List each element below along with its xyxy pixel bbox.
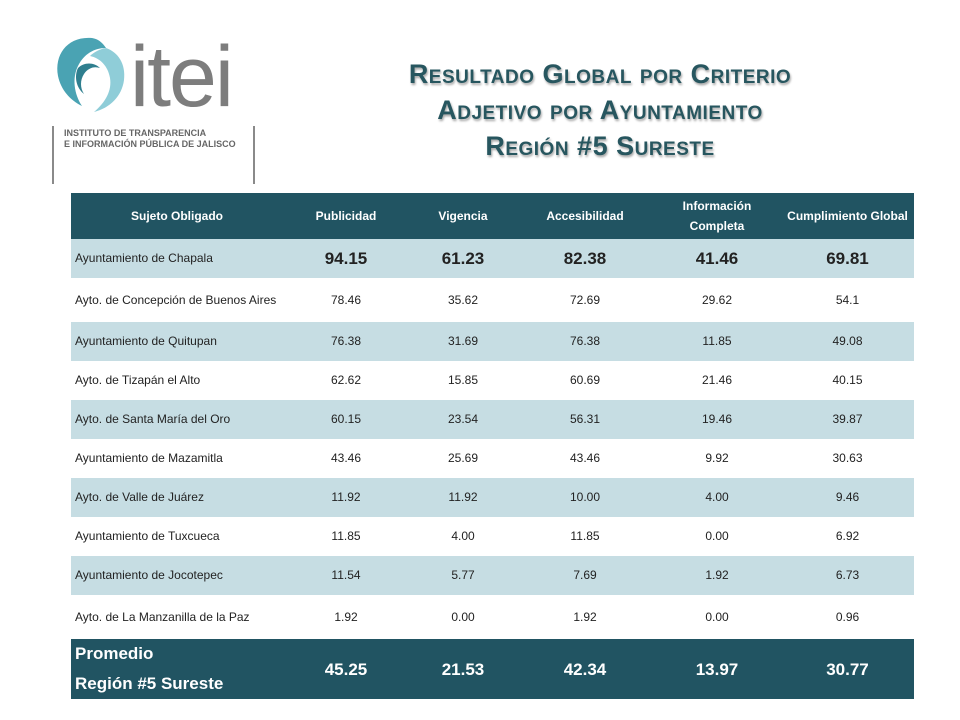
cell-cumplimiento: 49.08	[781, 322, 914, 361]
cell-vigencia: 4.00	[409, 517, 517, 556]
cell-sujeto: Ayuntamiento de Jocotepec	[71, 556, 283, 595]
cell-informacion: 41.46	[653, 239, 781, 278]
promedio-label-line: Región #5 Sureste	[75, 674, 224, 693]
cell-accesibilidad: 1.92	[517, 595, 653, 639]
cell-informacion: 29.62	[653, 278, 781, 322]
cell-sujeto: Ayuntamiento de Tuxcueca	[71, 517, 283, 556]
page-title: Resultado Global por Criterio Adjetivo p…	[300, 56, 900, 164]
cell-promedio-label: Promedio Región #5 Sureste	[71, 639, 283, 699]
cell-accesibilidad: 11.85	[517, 517, 653, 556]
cell-informacion: 0.00	[653, 595, 781, 639]
cell-publicidad: 94.15	[283, 239, 409, 278]
column-header-accesibilidad: Accesibilidad	[517, 193, 653, 239]
cell-informacion: 9.92	[653, 439, 781, 478]
table-footer-row: Promedio Región #5 Sureste 45.25 21.53 4…	[71, 639, 914, 699]
cell-cumplimiento: 69.81	[781, 239, 914, 278]
cell-cumplimiento: 54.1	[781, 278, 914, 322]
table-row: Ayto. de Concepción de Buenos Aires 78.4…	[71, 278, 914, 322]
cell-vigencia: 25.69	[409, 439, 517, 478]
logo-divider-left	[52, 126, 54, 184]
cell-sujeto: Ayto. de Valle de Juárez	[71, 478, 283, 517]
logo-subtitle-line: E INFORMACIÓN PÚBLICA DE JALISCO	[64, 139, 236, 149]
cell-sujeto: Ayto. de La Manzanilla de la Paz	[71, 595, 283, 639]
column-header-cumplimiento: Cumplimiento Global	[781, 193, 914, 239]
cell-publicidad: 76.38	[283, 322, 409, 361]
cell-sujeto: Ayuntamiento de Quitupan	[71, 322, 283, 361]
cell-sujeto: Ayto. de Tizapán el Alto	[71, 361, 283, 400]
cell-vigencia: 0.00	[409, 595, 517, 639]
table-row: Ayto. de Santa María del Oro 60.15 23.54…	[71, 400, 914, 439]
cell-informacion: 11.85	[653, 322, 781, 361]
cell-cumplimiento: 9.46	[781, 478, 914, 517]
cell-sujeto: Ayto. de Santa María del Oro	[71, 400, 283, 439]
cell-accesibilidad: 42.34	[517, 639, 653, 699]
cell-vigencia: 31.69	[409, 322, 517, 361]
table-row: Ayuntamiento de Tuxcueca 11.85 4.00 11.8…	[71, 517, 914, 556]
cell-vigencia: 61.23	[409, 239, 517, 278]
cell-accesibilidad: 43.46	[517, 439, 653, 478]
cell-publicidad: 11.54	[283, 556, 409, 595]
cell-accesibilidad: 56.31	[517, 400, 653, 439]
title-line-2: Adjetivo por Ayuntamiento	[437, 95, 763, 125]
logo-subtitle: INSTITUTO DE TRANSPARENCIA E INFORMACIÓN…	[64, 128, 254, 150]
logo-divider-right	[253, 126, 255, 184]
column-header-publicidad: Publicidad	[283, 193, 409, 239]
cell-informacion: 13.97	[653, 639, 781, 699]
itei-swirl-icon	[57, 37, 125, 112]
cell-cumplimiento: 39.87	[781, 400, 914, 439]
cell-publicidad: 60.15	[283, 400, 409, 439]
table-header-row: Sujeto Obligado Publicidad Vigencia Acce…	[71, 193, 914, 239]
column-header-informacion: Información Completa	[653, 193, 781, 239]
cell-informacion: 1.92	[653, 556, 781, 595]
cell-publicidad: 11.92	[283, 478, 409, 517]
cell-informacion: 0.00	[653, 517, 781, 556]
logo-subtitle-line: INSTITUTO DE TRANSPARENCIA	[64, 128, 207, 138]
cell-publicidad: 1.92	[283, 595, 409, 639]
cell-publicidad: 11.85	[283, 517, 409, 556]
cell-cumplimiento: 30.63	[781, 439, 914, 478]
title-line-3: Región #5 Sureste	[485, 131, 715, 161]
cell-accesibilidad: 72.69	[517, 278, 653, 322]
cell-accesibilidad: 10.00	[517, 478, 653, 517]
cell-sujeto: Ayuntamiento de Chapala	[71, 239, 283, 278]
table-row: Ayuntamiento de Mazamitla 43.46 25.69 43…	[71, 439, 914, 478]
cell-informacion: 4.00	[653, 478, 781, 517]
column-header-vigencia: Vigencia	[409, 193, 517, 239]
cell-accesibilidad: 60.69	[517, 361, 653, 400]
cell-accesibilidad: 76.38	[517, 322, 653, 361]
cell-vigencia: 35.62	[409, 278, 517, 322]
cell-cumplimiento: 6.92	[781, 517, 914, 556]
cell-vigencia: 21.53	[409, 639, 517, 699]
cell-cumplimiento: 6.73	[781, 556, 914, 595]
cell-publicidad: 62.62	[283, 361, 409, 400]
table-row: Ayto. de La Manzanilla de la Paz 1.92 0.…	[71, 595, 914, 639]
cell-sujeto: Ayto. de Concepción de Buenos Aires	[71, 278, 283, 322]
cell-vigencia: 5.77	[409, 556, 517, 595]
cell-vigencia: 15.85	[409, 361, 517, 400]
cell-accesibilidad: 7.69	[517, 556, 653, 595]
cell-publicidad: 45.25	[283, 639, 409, 699]
cell-cumplimiento: 30.77	[781, 639, 914, 699]
promedio-label-line: Promedio	[75, 644, 154, 663]
table-row: Ayto. de Valle de Juárez 11.92 11.92 10.…	[71, 478, 914, 517]
column-header-sujeto: Sujeto Obligado	[71, 193, 283, 239]
cell-cumplimiento: 0.96	[781, 595, 914, 639]
table-row: Ayuntamiento de Quitupan 76.38 31.69 76.…	[71, 322, 914, 361]
title-line-1: Resultado Global por Criterio	[408, 59, 792, 89]
cell-accesibilidad: 82.38	[517, 239, 653, 278]
table-row: Ayto. de Tizapán el Alto 62.62 15.85 60.…	[71, 361, 914, 400]
table-row: Ayuntamiento de Chapala 94.15 61.23 82.3…	[71, 239, 914, 278]
logo-wordmark: itei	[130, 29, 234, 125]
cell-sujeto: Ayuntamiento de Mazamitla	[71, 439, 283, 478]
itei-logo: itei INSTITUTO DE TRANSPARENCIA E INFORM…	[48, 28, 270, 184]
cell-informacion: 21.46	[653, 361, 781, 400]
results-table: Sujeto Obligado Publicidad Vigencia Acce…	[71, 193, 914, 699]
cell-vigencia: 11.92	[409, 478, 517, 517]
cell-vigencia: 23.54	[409, 400, 517, 439]
cell-informacion: 19.46	[653, 400, 781, 439]
cell-publicidad: 43.46	[283, 439, 409, 478]
table-row: Ayuntamiento de Jocotepec 11.54 5.77 7.6…	[71, 556, 914, 595]
cell-publicidad: 78.46	[283, 278, 409, 322]
cell-cumplimiento: 40.15	[781, 361, 914, 400]
